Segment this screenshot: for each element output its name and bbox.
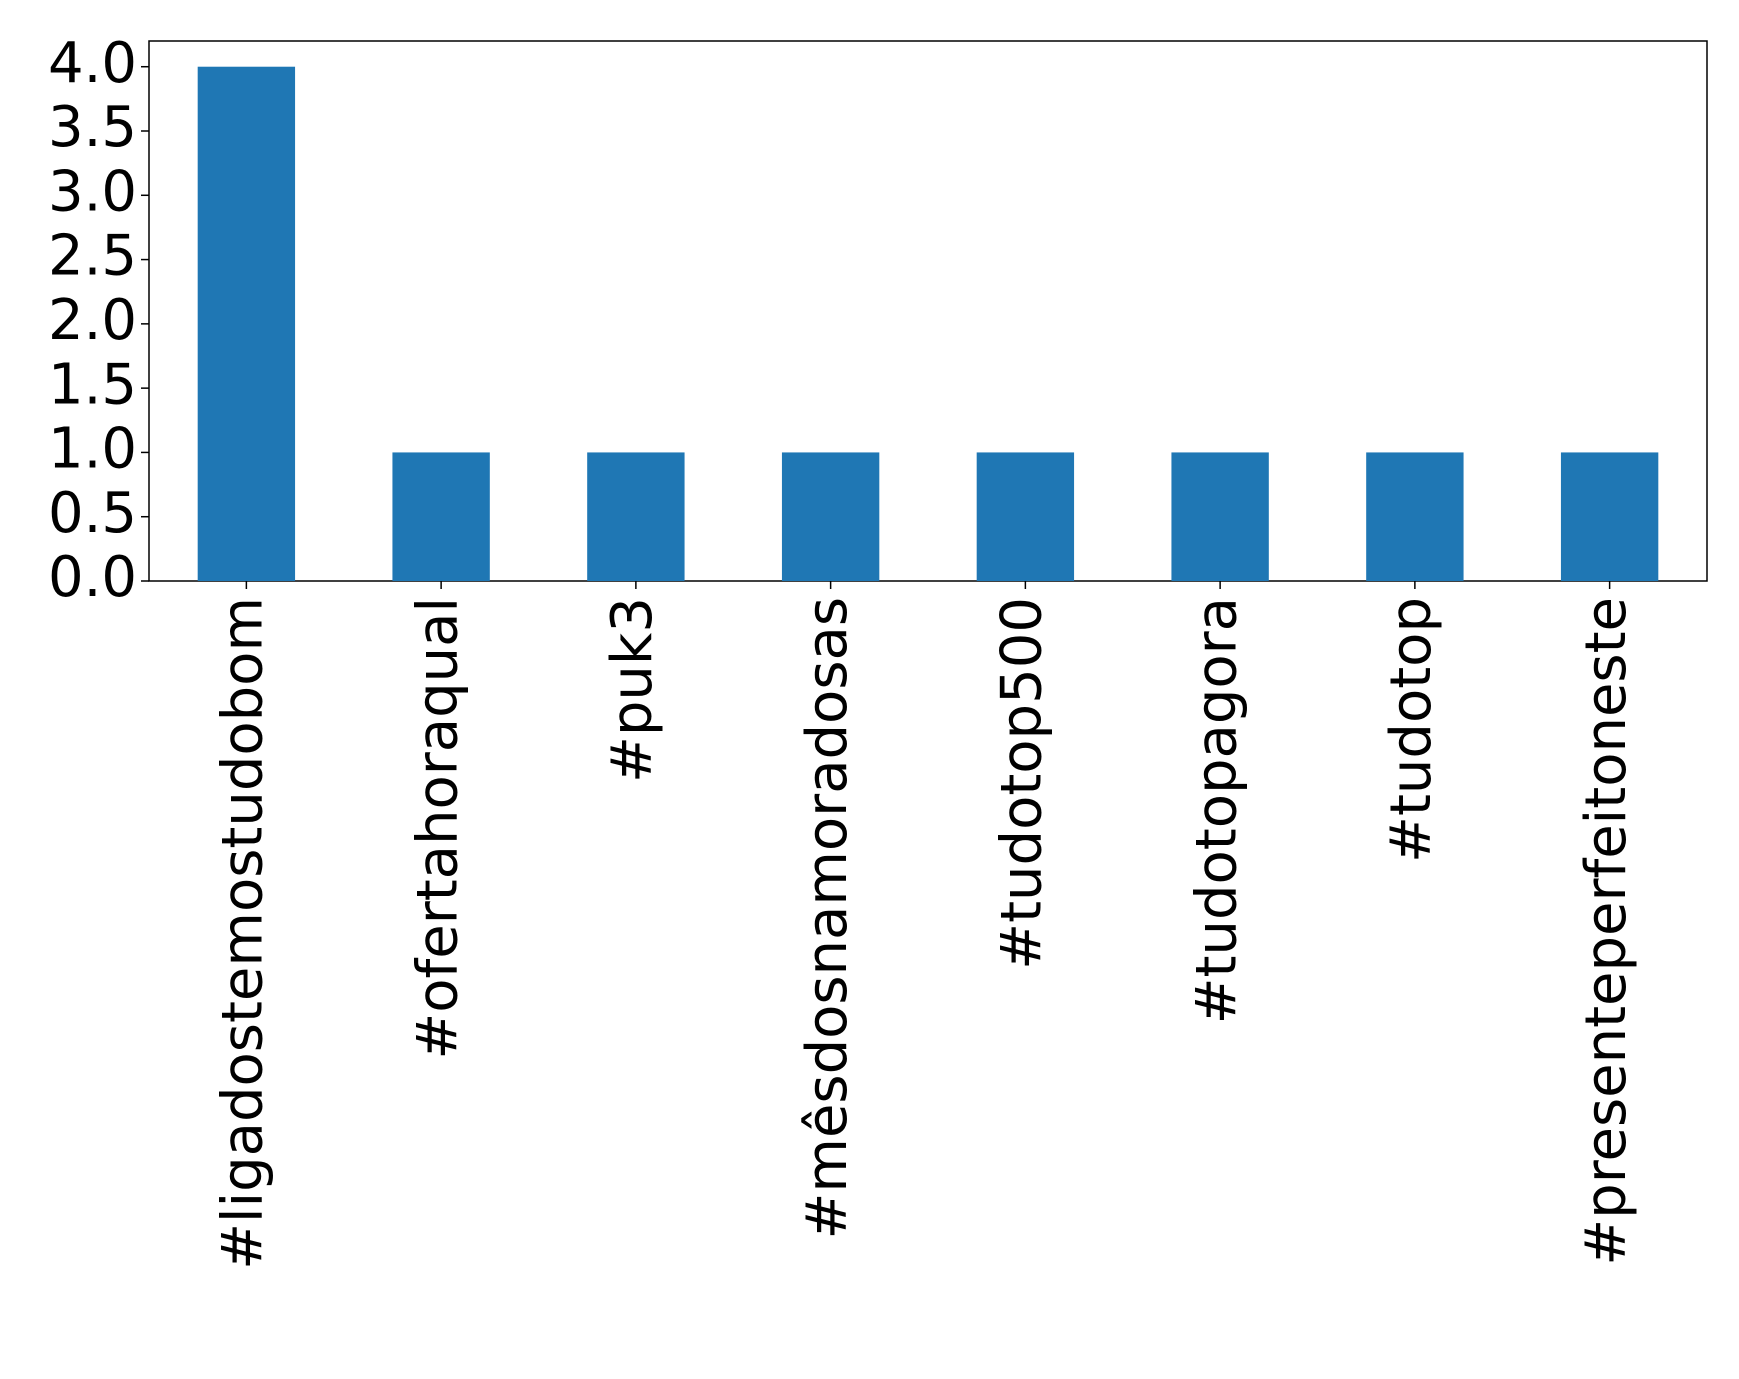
bar xyxy=(197,66,296,581)
x-tick-label: #puk3 xyxy=(600,597,665,783)
y-tick-label: 1.5 xyxy=(48,352,137,417)
bar xyxy=(1171,452,1269,581)
x-tick-label: #tudotopagora xyxy=(1184,597,1249,1024)
y-tick-label: 3.5 xyxy=(48,95,137,160)
y-tick-label: 2.5 xyxy=(48,224,137,289)
bar xyxy=(1560,452,1659,581)
x-tick-label: #tudotop xyxy=(1379,597,1444,863)
x-tick-label: #tudotop500 xyxy=(990,597,1055,970)
bar xyxy=(781,452,880,581)
y-tick-label: 4.0 xyxy=(48,31,137,96)
y-tick-label: 2.0 xyxy=(48,288,137,353)
bar xyxy=(1366,452,1464,581)
bar xyxy=(392,452,490,581)
x-tick-label: #presenteperfeitoneste xyxy=(1574,597,1639,1266)
y-tick-label: 3.0 xyxy=(48,159,137,224)
x-tick-label: #ofertahoraqual xyxy=(405,597,470,1060)
plot-frame xyxy=(148,40,1708,582)
x-tick-label: #mêsdosnamoradosas xyxy=(795,597,860,1240)
y-tick-label: 1.0 xyxy=(48,417,137,482)
bar xyxy=(976,452,1075,581)
bar xyxy=(587,452,685,581)
y-tick-label: 0.0 xyxy=(48,545,137,610)
y-tick-label: 0.5 xyxy=(48,481,137,546)
x-tick-label: #ligadostemostudobom xyxy=(211,597,276,1270)
